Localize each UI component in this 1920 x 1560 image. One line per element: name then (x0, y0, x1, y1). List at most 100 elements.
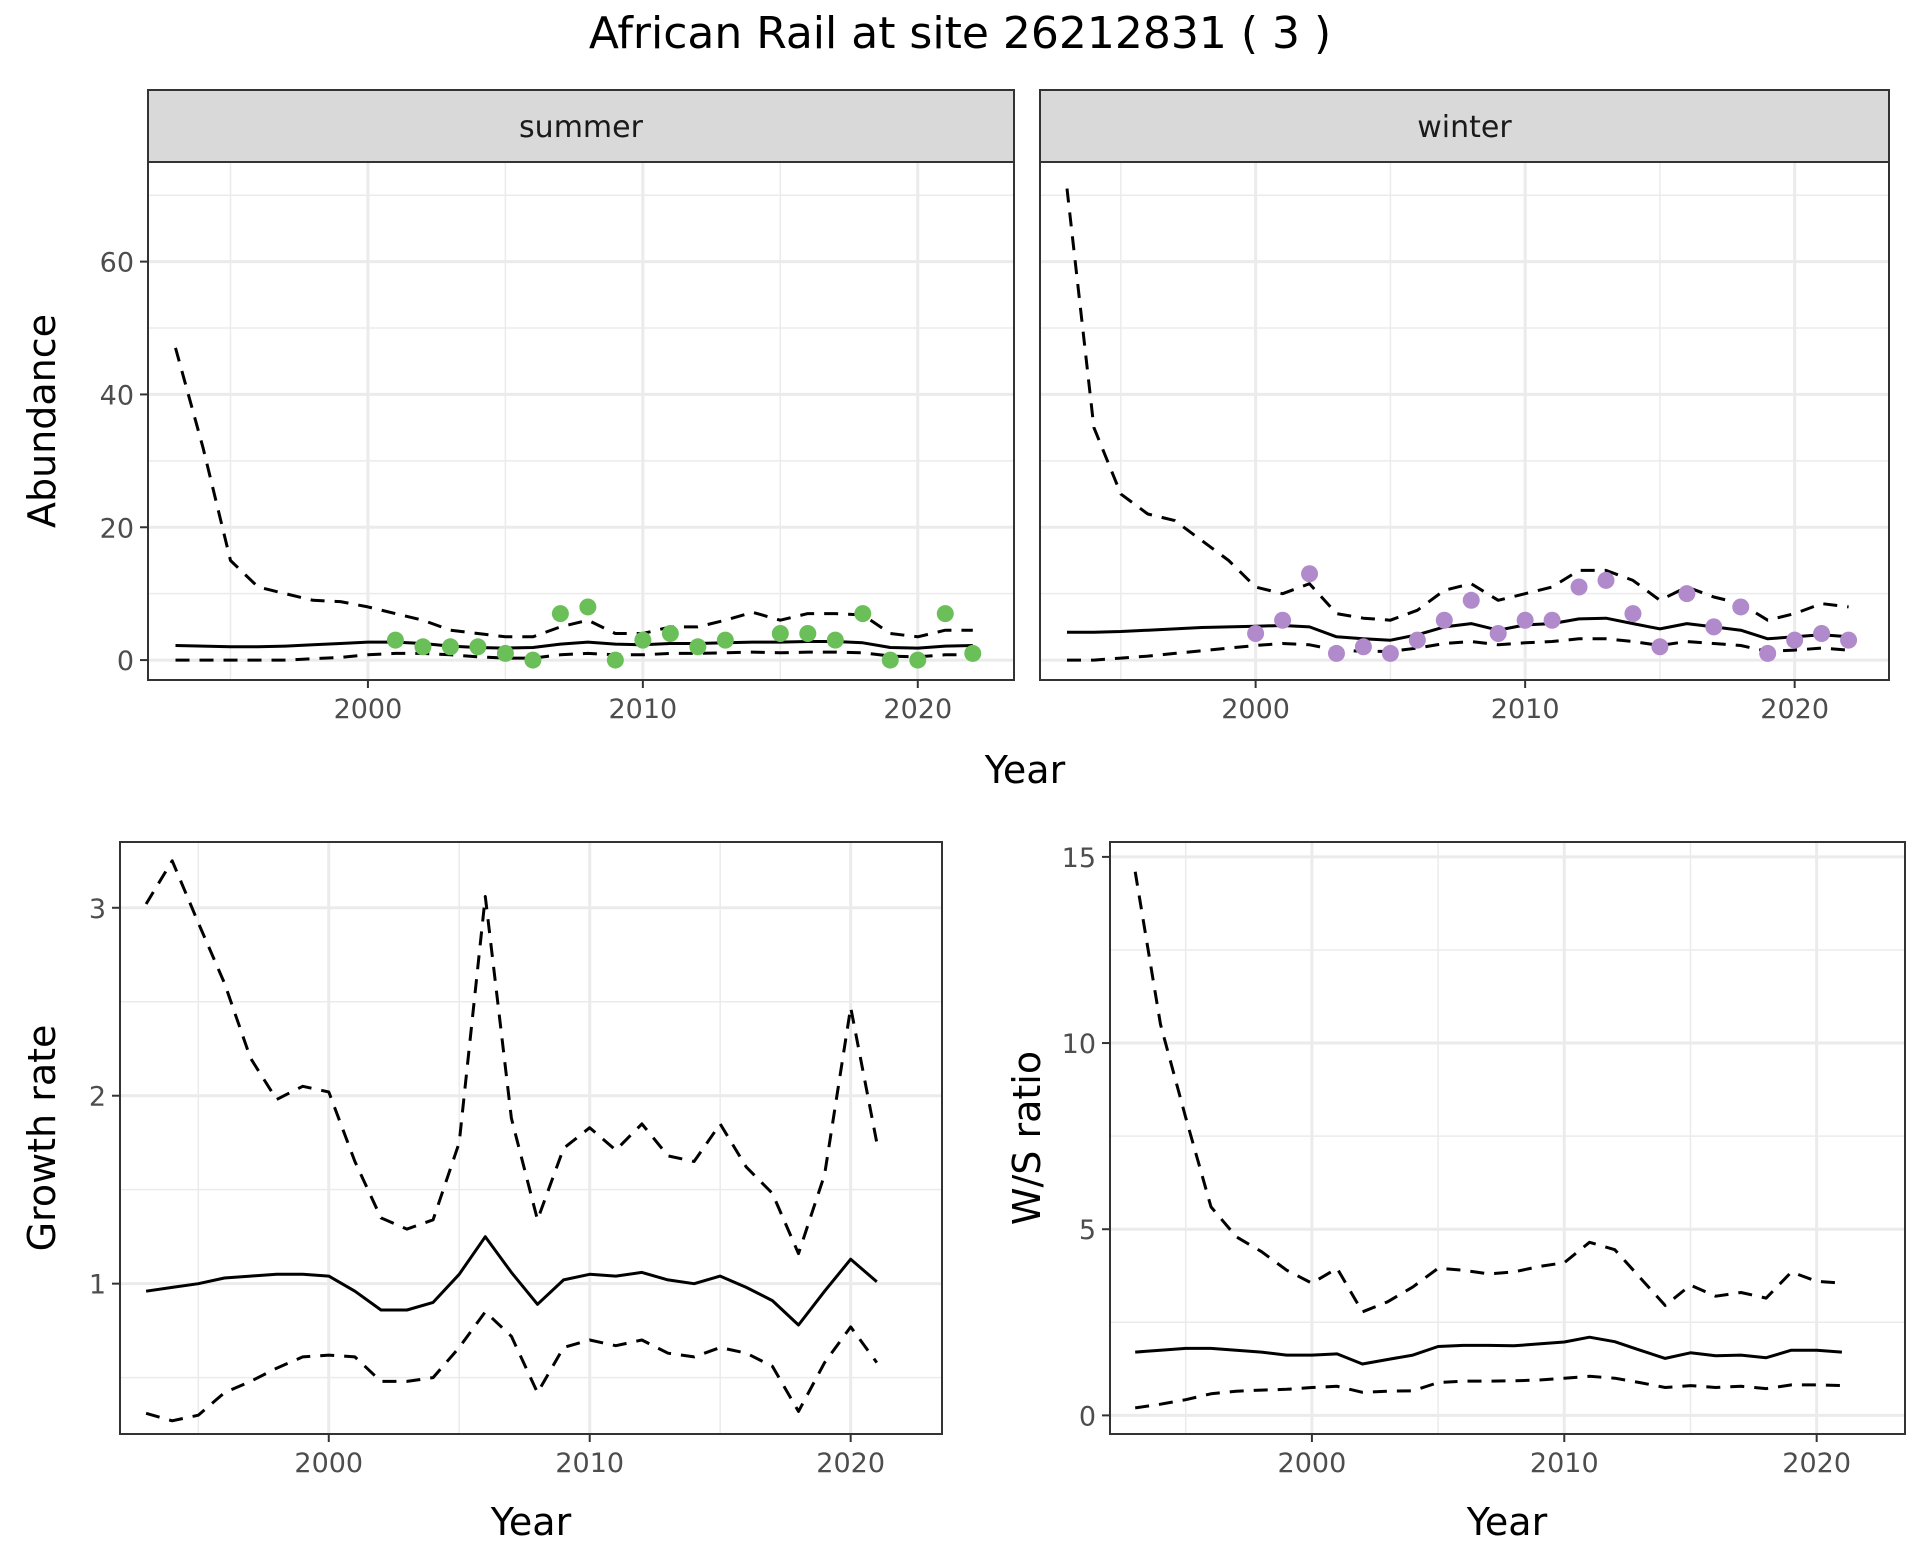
x-tick-label: 2000 (334, 694, 403, 725)
observed-point (909, 651, 927, 669)
y-tick-label: 20 (100, 513, 134, 544)
y-tick-label: 2 (89, 1082, 106, 1113)
observed-point (579, 598, 597, 616)
y-tick-label: 1 (89, 1270, 106, 1301)
y-axis-title-ratio: W/S ratio (1005, 1051, 1049, 1225)
panel-border (119, 841, 943, 1435)
facet-strip (147, 89, 1015, 163)
observed-point (469, 638, 487, 656)
observed-point (1705, 618, 1723, 636)
panel-ratio: 2000 2010 2020 0 5 10 15 (1062, 841, 1906, 1479)
observed-point (524, 651, 542, 669)
observed-point (964, 644, 982, 662)
observed-point (1247, 625, 1265, 643)
observed-point (1840, 631, 1858, 649)
x-tick-label: 2020 (1782, 1448, 1851, 1479)
gridlines (1040, 162, 1889, 680)
x-tick-label: 2010 (555, 1448, 624, 1479)
observed-point (1732, 598, 1750, 616)
series-line-estimate (145, 1235, 878, 1327)
panel-winter: winter 2000 2010 2020 (1039, 89, 1890, 725)
facet-strip-label: winter (1417, 110, 1512, 145)
y-tick-label: 3 (89, 894, 106, 925)
series-line-estimate (1135, 1335, 1843, 1366)
observed-point (1759, 644, 1777, 662)
observed-point (551, 605, 569, 623)
series-line-upper (1133, 871, 1843, 1314)
x-tick-label: 2020 (883, 694, 952, 725)
y-tick-label: 40 (100, 380, 134, 411)
observed-point (414, 638, 432, 656)
gridlines (1110, 842, 1905, 1434)
x-tick-label: 2000 (294, 1448, 363, 1479)
x-tick-label: 2020 (1760, 694, 1829, 725)
observed-point (1327, 644, 1345, 662)
observed-point (661, 625, 679, 643)
series-line-lower (145, 1310, 879, 1423)
panel-summer: summer 2000 2010 2020 0 20 40 60 (100, 89, 1015, 725)
facet-strip-label: summer (519, 110, 644, 145)
observed-point (1678, 585, 1696, 603)
observed-point (634, 631, 652, 649)
facet-strip (1039, 89, 1890, 163)
x-tick-label: 2010 (1530, 1448, 1599, 1479)
observed-point (1354, 638, 1372, 656)
panel-background (120, 842, 942, 1434)
gridlines (148, 162, 1014, 680)
panel-background (1110, 842, 1905, 1434)
observed-point (1651, 638, 1669, 656)
observed-point (826, 631, 844, 649)
observed-point (1624, 605, 1642, 623)
observed-point (771, 625, 789, 643)
x-tick-label: 2000 (1278, 1448, 1347, 1479)
observed-point (1301, 565, 1319, 583)
observed-point (689, 638, 707, 656)
observed-point (1570, 578, 1588, 596)
x-axis-title-growth: Year (490, 1500, 572, 1544)
observed-point (1381, 644, 1399, 662)
panel-growth: 2000 2010 2020 1 2 3 (89, 841, 943, 1479)
observed-point (1462, 591, 1480, 609)
panel-border (1109, 841, 1906, 1435)
y-tick-label: 60 (100, 248, 134, 279)
y-axis-title-abundance: Abundance (20, 314, 64, 528)
observed-point (1516, 611, 1534, 629)
gridlines (120, 842, 942, 1434)
observed-point (1543, 611, 1561, 629)
observed-point (1435, 611, 1453, 629)
observed-point (854, 605, 872, 623)
observed-point (799, 625, 817, 643)
observed-point (1274, 611, 1292, 629)
series-line-upper (174, 347, 973, 639)
series-line-upper (1065, 188, 1849, 622)
y-tick-label: 5 (1079, 1215, 1096, 1246)
y-axis-title-growth: Growth rate (20, 1025, 64, 1252)
observed-point (496, 644, 514, 662)
chart-title: African Rail at site 26212831 ( 3 ) (589, 8, 1331, 59)
x-tick-label: 2020 (816, 1448, 885, 1479)
y-tick-label: 15 (1062, 843, 1096, 874)
observed-point (1813, 625, 1831, 643)
x-axis-title-top: Year (984, 748, 1066, 792)
observed-point (606, 651, 624, 669)
x-axis-title-ratio: Year (1466, 1500, 1548, 1544)
observed-point (1786, 631, 1804, 649)
observed-point (441, 638, 459, 656)
observed-point (1408, 631, 1426, 649)
observed-point (386, 631, 404, 649)
series-line-lower (1067, 637, 1849, 662)
observed-point (1597, 571, 1615, 589)
observed-point (716, 631, 734, 649)
y-tick-label: 0 (1079, 1401, 1096, 1432)
series-line-upper (144, 859, 879, 1256)
x-tick-label: 2000 (1221, 694, 1290, 725)
observed-point (881, 651, 899, 669)
y-tick-label: 10 (1062, 1029, 1096, 1060)
x-tick-label: 2010 (608, 694, 677, 725)
observed-point (1489, 625, 1507, 643)
y-tick-label: 0 (117, 646, 134, 677)
series-line-lower (175, 650, 973, 662)
observed-point (936, 605, 954, 623)
